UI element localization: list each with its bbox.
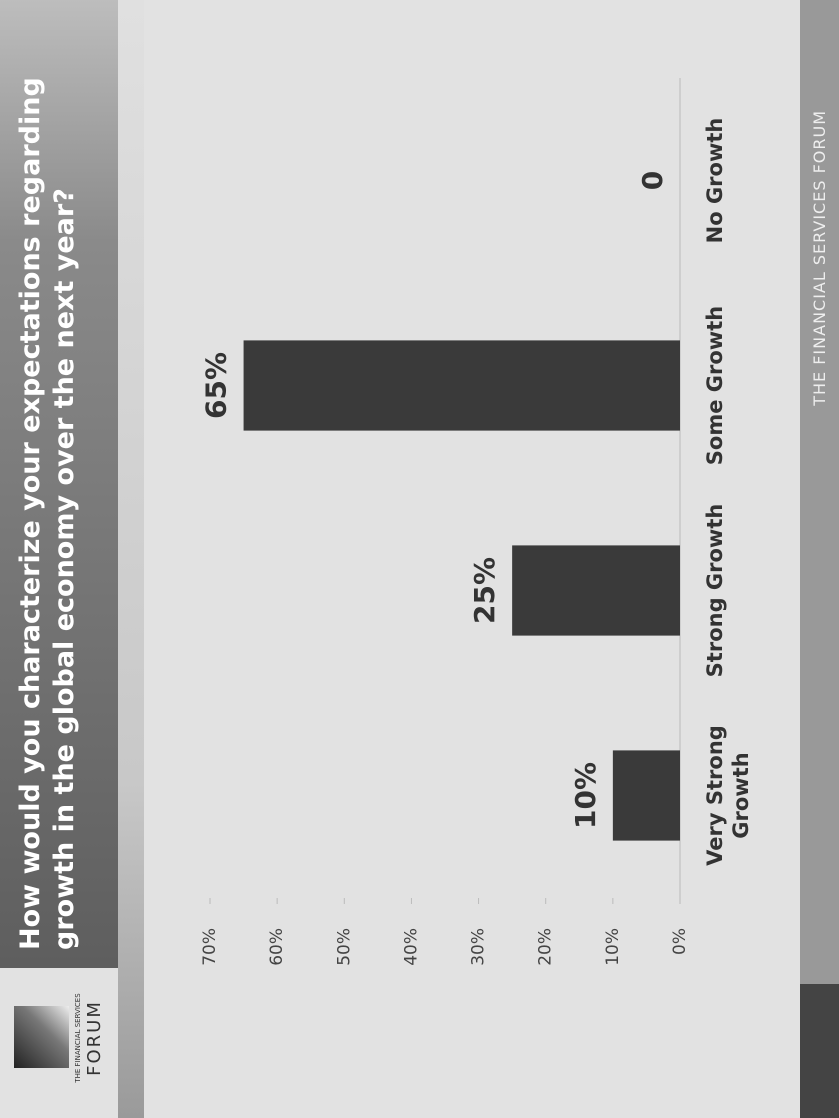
footer: THE FINANCIAL SERVICES FORUM — [800, 0, 839, 1118]
sub-band — [118, 0, 144, 1118]
y-tick-label: 30% — [469, 928, 489, 966]
x-tick-label: Some Growth — [703, 305, 727, 466]
y-tick-label: 20% — [536, 928, 556, 966]
bar — [612, 750, 681, 841]
slide-title: How would you characterize your expectat… — [15, 77, 80, 950]
value-label: 10% — [569, 762, 602, 829]
bar — [243, 340, 680, 431]
x-tick-label: Strong Growth — [703, 503, 727, 678]
footer-text: THE FINANCIAL SERVICES FORUM — [810, 110, 829, 406]
logo-mark — [14, 1006, 69, 1068]
y-tick-label: 40% — [401, 928, 421, 966]
y-tick-label: 70% — [200, 928, 220, 966]
logo: THE FINANCIAL SERVICES FORUM — [14, 978, 114, 1098]
bar — [512, 545, 680, 636]
chart: 0% 10% 20% 30% 40% 50% 60% 70% 10% 25% 65% 0 — [200, 78, 690, 966]
y-tick-label: 0% — [670, 928, 690, 955]
y-tick-label: 60% — [267, 928, 287, 966]
logo-text: FORUM — [84, 1000, 105, 1076]
logo-text: THE FINANCIAL SERVICES — [74, 993, 82, 1083]
value-label: 25% — [468, 557, 501, 624]
value-label: 0 — [636, 171, 669, 190]
x-tick-label: Very Strong Growth — [703, 725, 753, 866]
chart-area: 0% 10% 20% 30% 40% 50% 60% 70% 10% 25% 65% 0 Very S… — [160, 38, 790, 998]
x-tick-label: No Growth — [703, 117, 727, 244]
y-tick-label: 10% — [603, 928, 623, 966]
value-label: 65% — [200, 352, 233, 419]
y-tick-label: 50% — [334, 928, 354, 966]
